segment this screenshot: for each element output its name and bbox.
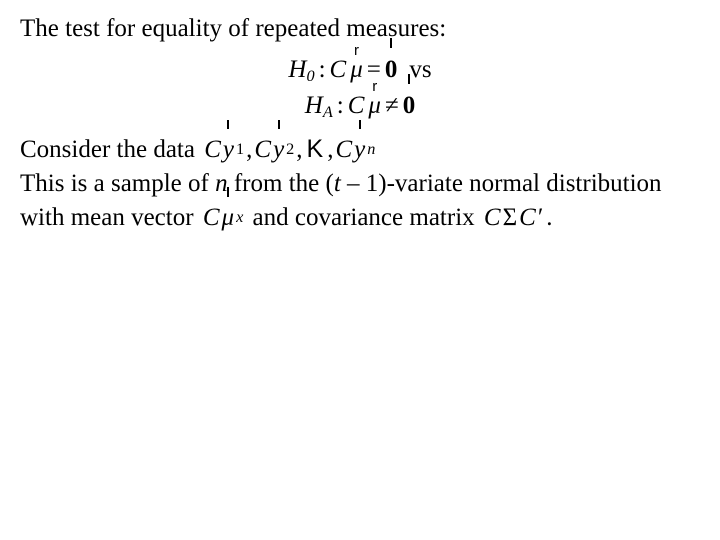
sym-mu-vec-1: μ xyxy=(350,52,363,87)
run2: from the ( xyxy=(228,170,334,197)
sym-C-cov1: C xyxy=(484,201,501,235)
sym-mu-mv: μ xyxy=(222,201,235,235)
sym-H0-H: H0 xyxy=(288,52,314,88)
run4: and covariance matrix xyxy=(246,204,481,231)
ellipsis-K: K xyxy=(307,133,324,167)
sym-C-dn: C xyxy=(335,133,352,167)
comma-1: , xyxy=(246,133,252,167)
alt-hypothesis: HA : C μ ≠ 0 xyxy=(305,88,415,124)
data-sequence: Cy1, Cy2, K , Cyn xyxy=(204,133,375,167)
sym-zero-vec-2: 0 xyxy=(403,88,416,123)
cov-matrix-expr: CΣC′ xyxy=(484,201,543,235)
sym-C-d2: C xyxy=(254,133,271,167)
mean-vector-expr: Cμx xyxy=(203,201,243,235)
sym-n: n xyxy=(215,170,228,197)
slide-body: The test for equality of repeated measur… xyxy=(0,0,720,235)
colon-2: : xyxy=(337,88,344,123)
consider-text: Consider the data xyxy=(20,136,195,163)
sym-prime: ′ xyxy=(538,201,543,235)
run1: This is a sample of xyxy=(20,170,215,197)
sym-zero-vec-1: 0 xyxy=(385,52,398,87)
sym-C-2: C xyxy=(348,88,365,123)
hypotheses-block: H0 : C μ = 0 vs HA : C μ ≠ 0 xyxy=(20,52,700,124)
sym-mu-vec-2: μ xyxy=(368,88,381,123)
colon-1: : xyxy=(319,52,326,87)
neq-sign: ≠ xyxy=(385,88,399,123)
sym-t: t xyxy=(334,170,341,197)
sym-C-1: C xyxy=(330,52,347,87)
null-hypothesis: H0 : C μ = 0 vs xyxy=(288,52,431,88)
sample-description: This is a sample of n from the (t – 1)-v… xyxy=(20,167,700,235)
consider-data-line: Consider the data Cy1, Cy2, K , Cyn xyxy=(20,133,700,167)
sym-C-mv: C xyxy=(203,201,220,235)
sym-C-d1: C xyxy=(204,133,221,167)
vs-label: vs xyxy=(409,52,431,87)
sym-Sigma: Σ xyxy=(503,201,518,235)
comma-3: , xyxy=(327,133,333,167)
sym-HA-H: HA xyxy=(305,88,333,124)
sym-y1: y xyxy=(223,133,234,167)
sym-C-cov2: C xyxy=(519,201,536,235)
title-line: The test for equality of repeated measur… xyxy=(20,12,700,46)
period: . xyxy=(546,204,552,231)
comma-2: , xyxy=(296,133,302,167)
sym-y2: y xyxy=(273,133,284,167)
sym-yn: y xyxy=(354,133,365,167)
